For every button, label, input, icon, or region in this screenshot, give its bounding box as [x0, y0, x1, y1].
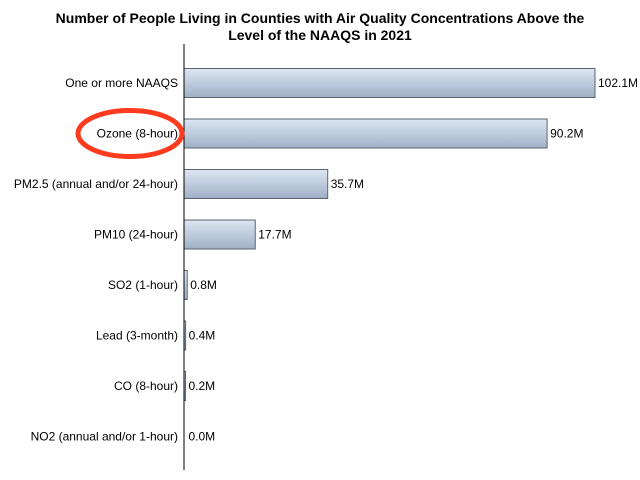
chart-title-line-2: Level of the NAAQS in 2021	[228, 27, 412, 43]
bars-group	[183, 68, 596, 401]
value-label: 90.2M	[550, 127, 583, 141]
bar	[183, 169, 329, 199]
category-label: One or more NAAQS	[65, 76, 178, 90]
bar	[183, 219, 256, 250]
chart-title: Number of People Living in Counties with…	[0, 10, 640, 44]
bar	[183, 118, 548, 149]
value-label: 35.7M	[331, 177, 364, 191]
category-label: Lead (3-month)	[96, 329, 178, 343]
value-label: 0.2M	[189, 379, 216, 393]
value-label: 0.0M	[189, 430, 216, 444]
category-label: PM10 (24-hour)	[94, 228, 178, 242]
value-label: 17.7M	[258, 228, 291, 242]
value-label: 0.4M	[189, 329, 216, 343]
category-label: Ozone (8-hour)	[97, 127, 178, 141]
value-label: 0.8M	[190, 278, 217, 292]
labels-group: One or more NAAQS 102.1M Ozone (8-hour) 90.…	[14, 76, 638, 444]
category-label: PM2.5 (annual and/or 24-hour)	[14, 177, 178, 191]
category-label: NO2 (annual and/or 1-hour)	[31, 430, 178, 444]
category-label: SO2 (1-hour)	[108, 278, 178, 292]
value-label: 102.1M	[598, 76, 638, 90]
chart-title-line-1: Number of People Living in Counties with…	[55, 10, 585, 26]
category-label: CO (8-hour)	[114, 379, 178, 393]
bar	[183, 68, 596, 98]
highlight-ring	[75, 108, 185, 159]
